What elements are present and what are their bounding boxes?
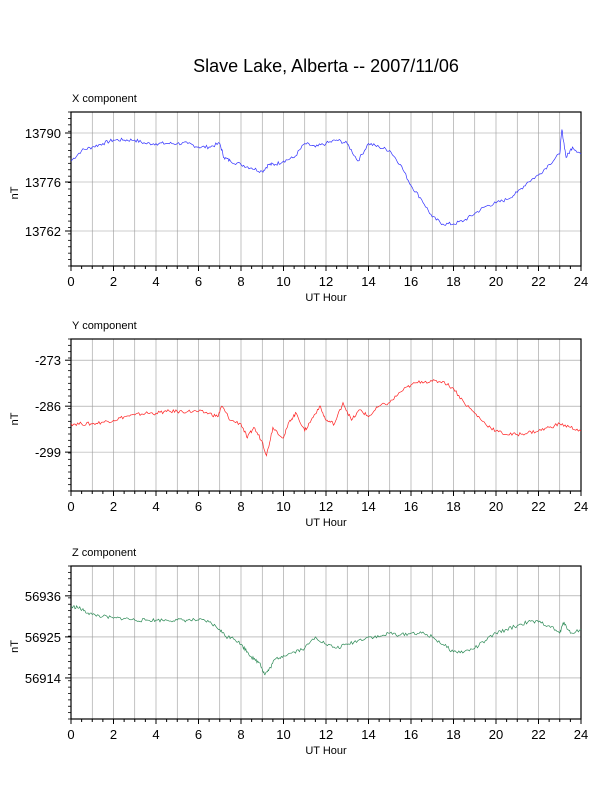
x-axis-label: UT Hour: [305, 745, 347, 757]
x-tick-label: 24: [574, 274, 588, 289]
x-tick-label: 0: [67, 727, 74, 742]
x-tick-label: 16: [404, 727, 418, 742]
x-tick-label: 20: [489, 499, 503, 514]
y-tick-label: 56936: [25, 589, 61, 604]
y-axis-label: nT: [9, 412, 21, 425]
x-tick-label: 14: [361, 727, 375, 742]
x-tick-label: 22: [531, 499, 545, 514]
x-axis-label: UT Hour: [305, 292, 347, 304]
panel-title: Y component: [72, 320, 137, 332]
data-series-line: [70, 605, 582, 676]
x-tick-label: 18: [446, 727, 460, 742]
x-tick-label: 12: [319, 274, 333, 289]
y-tick-label: -273: [35, 353, 61, 368]
x-tick-label: 2: [110, 727, 117, 742]
x-tick-label: 4: [152, 727, 159, 742]
x-axis-label: UT Hour: [305, 517, 347, 529]
x-tick-label: 22: [531, 727, 545, 742]
x-tick-label: 4: [152, 274, 159, 289]
data-series-line: [70, 379, 582, 457]
x-tick-label: 14: [361, 499, 375, 514]
x-tick-label: 6: [195, 274, 202, 289]
x-tick-label: 8: [237, 499, 244, 514]
x-tick-label: 6: [195, 499, 202, 514]
y-tick-label: 13776: [25, 175, 61, 190]
panel-title: X component: [72, 93, 137, 105]
x-tick-label: 10: [276, 499, 290, 514]
x-tick-label: 22: [531, 274, 545, 289]
y-axis-label: nT: [9, 186, 21, 199]
x-tick-label: 14: [361, 274, 375, 289]
x-tick-label: 0: [67, 274, 74, 289]
x-tick-label: 2: [110, 499, 117, 514]
y-axis-label: nT: [9, 640, 21, 653]
y-tick-label: 56914: [25, 671, 61, 686]
x-tick-label: 10: [276, 274, 290, 289]
x-tick-label: 20: [489, 727, 503, 742]
x-tick-label: 20: [489, 274, 503, 289]
y-tick-label: 13790: [25, 126, 61, 141]
x-tick-label: 8: [237, 274, 244, 289]
y-tick-label: 56925: [25, 630, 61, 645]
x-tick-label: 18: [446, 499, 460, 514]
x-tick-label: 24: [574, 499, 588, 514]
data-series-line: [70, 129, 582, 226]
x-tick-label: 8: [237, 727, 244, 742]
x-tick-label: 12: [319, 499, 333, 514]
x-tick-label: 4: [152, 499, 159, 514]
x-tick-label: 10: [276, 727, 290, 742]
x-tick-label: 0: [67, 499, 74, 514]
x-tick-label: 16: [404, 499, 418, 514]
x-tick-label: 18: [446, 274, 460, 289]
y-tick-label: -286: [35, 399, 61, 414]
x-tick-label: 2: [110, 274, 117, 289]
x-tick-label: 16: [404, 274, 418, 289]
x-tick-label: 6: [195, 727, 202, 742]
panel-title: Z component: [72, 547, 136, 559]
x-tick-label: 24: [574, 727, 588, 742]
y-tick-label: 13762: [25, 224, 61, 239]
x-tick-label: 12: [319, 727, 333, 742]
page-title: Slave Lake, Alberta -- 2007/11/06: [193, 56, 459, 76]
y-tick-label: -299: [35, 445, 61, 460]
